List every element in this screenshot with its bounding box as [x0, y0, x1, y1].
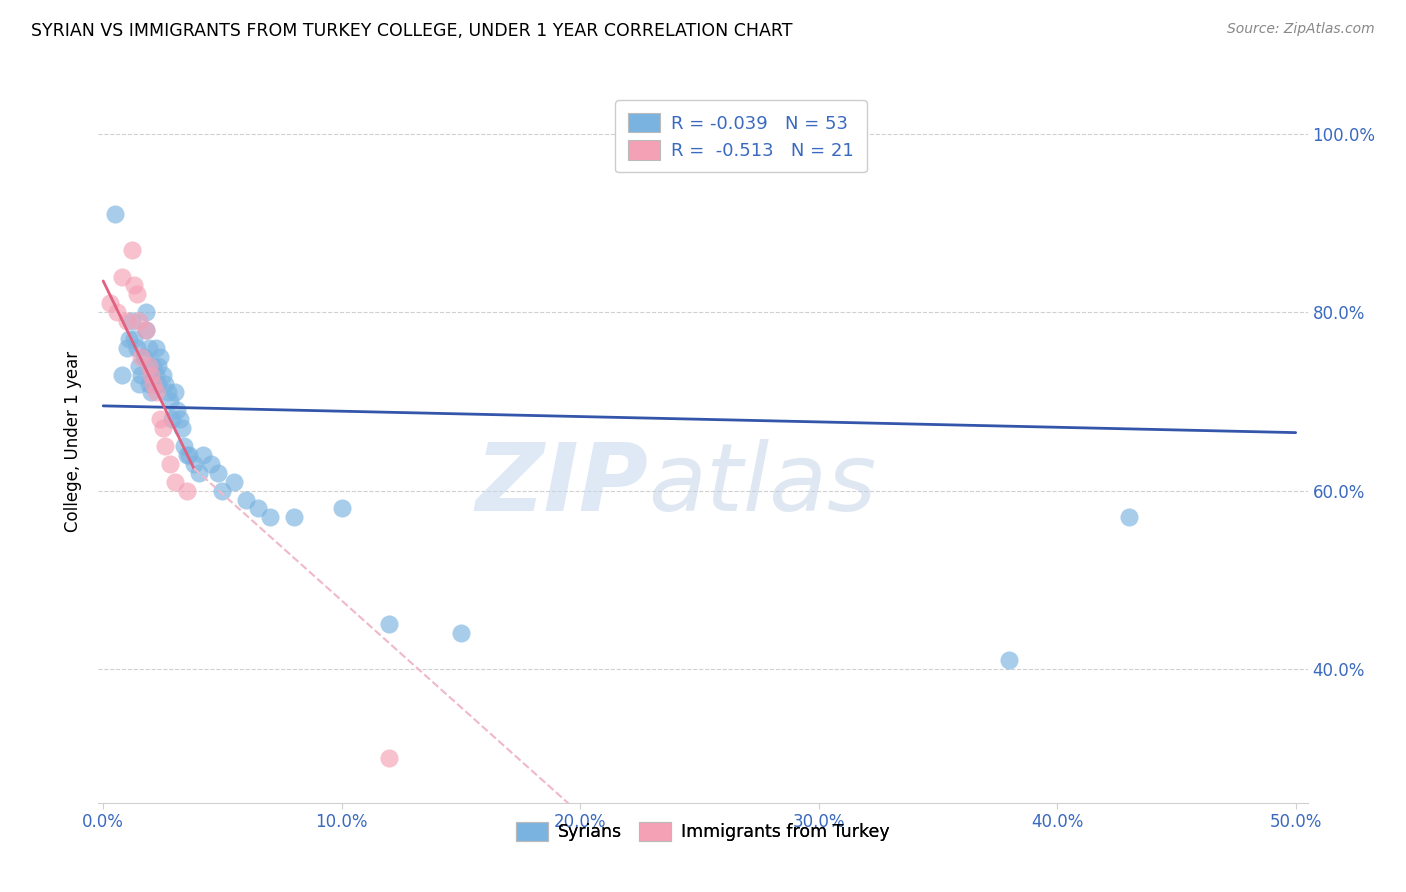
Point — [111, 368, 134, 382]
Point — [450, 626, 472, 640]
Point — [138, 341, 160, 355]
Point — [163, 475, 186, 489]
Point — [142, 359, 165, 373]
Point — [162, 412, 184, 426]
Point — [330, 501, 353, 516]
Point — [235, 492, 257, 507]
Point — [378, 751, 401, 765]
Point — [152, 368, 174, 382]
Text: SYRIAN VS IMMIGRANTS FROM TURKEY COLLEGE, UNDER 1 YEAR CORRELATION CHART: SYRIAN VS IMMIGRANTS FROM TURKEY COLLEGE… — [31, 22, 793, 40]
Point — [104, 207, 127, 221]
Point — [149, 412, 172, 426]
Point — [111, 269, 134, 284]
Point — [132, 350, 155, 364]
Point — [135, 323, 157, 337]
Point — [259, 510, 281, 524]
Point — [135, 323, 157, 337]
Y-axis label: College, Under 1 year: College, Under 1 year — [65, 351, 83, 533]
Point — [166, 403, 188, 417]
Point — [125, 341, 148, 355]
Point — [177, 448, 200, 462]
Point — [176, 448, 198, 462]
Point — [128, 359, 150, 373]
Text: ZIP: ZIP — [475, 439, 648, 531]
Point — [153, 376, 176, 391]
Point — [122, 332, 145, 346]
Point — [121, 243, 143, 257]
Point — [156, 385, 179, 400]
Point — [183, 457, 205, 471]
Legend: Syrians, Immigrants from Turkey: Syrians, Immigrants from Turkey — [509, 815, 897, 848]
Point — [170, 421, 193, 435]
Text: Source: ZipAtlas.com: Source: ZipAtlas.com — [1227, 22, 1375, 37]
Point — [125, 287, 148, 301]
Point — [283, 510, 305, 524]
Point — [142, 376, 165, 391]
Point — [138, 359, 160, 373]
Point — [142, 376, 165, 391]
Text: atlas: atlas — [648, 440, 877, 531]
Point — [118, 332, 141, 346]
Point — [146, 359, 169, 373]
Point — [200, 457, 222, 471]
Point — [107, 305, 129, 319]
Point — [224, 475, 246, 489]
Point — [187, 466, 209, 480]
Point — [193, 448, 215, 462]
Point — [169, 412, 191, 426]
Point — [139, 368, 162, 382]
Point — [139, 385, 162, 400]
Point — [131, 368, 153, 382]
Point — [98, 296, 121, 310]
Point — [145, 368, 167, 382]
Point — [211, 483, 233, 498]
Point — [207, 466, 229, 480]
Point — [247, 501, 270, 516]
Point — [159, 394, 181, 409]
Point — [138, 376, 160, 391]
Point — [121, 314, 143, 328]
Point — [139, 368, 162, 382]
Point — [1118, 510, 1140, 524]
Point — [128, 376, 150, 391]
Point — [163, 385, 186, 400]
Point — [115, 314, 138, 328]
Point — [122, 278, 145, 293]
Point — [115, 341, 138, 355]
Point — [145, 385, 167, 400]
Point — [378, 617, 401, 632]
Point — [152, 421, 174, 435]
Point — [149, 350, 172, 364]
Point — [173, 439, 195, 453]
Point — [759, 153, 782, 168]
Point — [145, 341, 167, 355]
Point — [153, 439, 176, 453]
Point — [128, 314, 150, 328]
Point — [176, 483, 198, 498]
Point — [131, 350, 153, 364]
Point — [159, 457, 181, 471]
Point — [146, 376, 169, 391]
Point — [998, 653, 1021, 667]
Point — [135, 305, 157, 319]
